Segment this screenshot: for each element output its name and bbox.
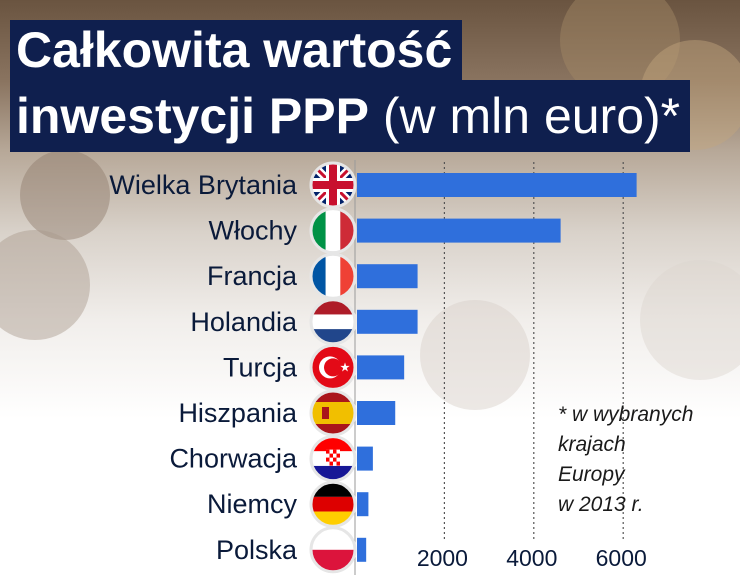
footnote: * w wybranych krajach Europy w 2013 r. (558, 403, 694, 516)
flag-part (329, 461, 333, 466)
category-label: Turcja (223, 352, 298, 382)
bar (357, 537, 367, 562)
coin-background (640, 260, 740, 380)
category-label: Holandia (190, 307, 298, 337)
flag-part (311, 496, 355, 512)
flag-part (311, 402, 355, 424)
flag-ring (309, 298, 357, 346)
bar (357, 492, 369, 517)
category-label: Wielka Brytania (109, 170, 298, 200)
flag-part (311, 314, 355, 330)
category-label: Niemcy (207, 489, 298, 519)
category-label: Chorwacja (169, 444, 298, 474)
flag-part (336, 453, 340, 458)
flag-ring (309, 161, 357, 209)
flag-ring (309, 207, 357, 255)
title-line-2: inwestycji PPP (w mln euro)* (10, 80, 691, 152)
flag-part (311, 549, 355, 572)
flag-part (333, 449, 337, 454)
flag-ring (309, 389, 357, 437)
flag-part (336, 461, 340, 466)
bar (357, 401, 396, 425)
flag-part (311, 181, 355, 189)
bar (357, 446, 373, 471)
flag-part (340, 362, 350, 372)
flag-part (322, 407, 329, 419)
title-text-2-rest: (w mln euro)* (368, 88, 681, 144)
flag-part (311, 527, 355, 550)
bar (357, 309, 418, 334)
bar (357, 218, 561, 243)
flag-ring (309, 526, 357, 574)
bar (357, 355, 405, 380)
category-label: Hiszpania (178, 398, 298, 428)
category-label: Polska (216, 535, 298, 565)
flag-ring (309, 480, 357, 528)
flag-part (333, 457, 337, 462)
title-text-2-bold: inwestycji PPP (16, 88, 369, 144)
bar (357, 173, 637, 197)
poland-flag-icon (311, 527, 355, 572)
x-tick-label: 4000 (506, 545, 557, 571)
flag-ring (309, 343, 357, 391)
bar (357, 264, 418, 289)
x-tick-label: 2000 (417, 545, 468, 571)
flag-part (326, 449, 330, 454)
flag-part (325, 208, 341, 253)
category-label: Włochy (208, 216, 297, 246)
flag-part (329, 453, 333, 458)
flag-ring (309, 252, 357, 300)
title-line-1: Całkowita wartość (10, 20, 463, 80)
coin-background (20, 150, 110, 240)
flag-part (326, 457, 330, 462)
flag-part (325, 254, 341, 299)
coin-background (0, 230, 90, 340)
category-label: Francja (207, 261, 298, 291)
flag-part (324, 358, 342, 377)
title-text-1: Całkowita wartość (16, 22, 453, 78)
x-tick-label: 6000 (596, 545, 647, 571)
flag-ring (309, 435, 357, 483)
coin-background (420, 300, 530, 410)
